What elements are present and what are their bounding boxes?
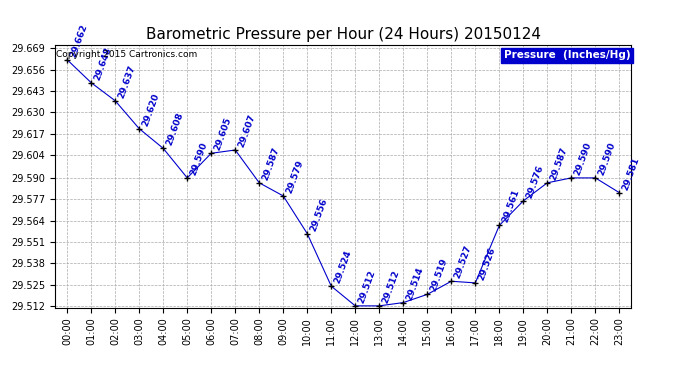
Text: 29.514: 29.514 xyxy=(404,266,425,301)
Text: Copyright 2015 Cartronics.com: Copyright 2015 Cartronics.com xyxy=(57,50,197,59)
Text: 29.587: 29.587 xyxy=(261,146,281,182)
Text: 29.587: 29.587 xyxy=(549,146,569,182)
Text: 29.527: 29.527 xyxy=(453,244,473,280)
Text: 29.607: 29.607 xyxy=(237,113,257,148)
Text: 29.519: 29.519 xyxy=(428,257,449,293)
Text: 29.605: 29.605 xyxy=(213,116,233,152)
Text: 29.637: 29.637 xyxy=(117,63,137,99)
Text: 29.526: 29.526 xyxy=(477,246,497,282)
Text: 29.579: 29.579 xyxy=(285,159,305,195)
Text: 29.620: 29.620 xyxy=(141,92,161,127)
Text: 29.608: 29.608 xyxy=(165,111,185,147)
Text: 29.590: 29.590 xyxy=(573,141,593,177)
Text: 29.512: 29.512 xyxy=(381,269,401,304)
Text: 29.556: 29.556 xyxy=(308,196,329,232)
Text: 29.648: 29.648 xyxy=(92,45,113,81)
Text: 29.590: 29.590 xyxy=(597,141,617,177)
Text: 29.561: 29.561 xyxy=(501,188,521,224)
Title: Barometric Pressure per Hour (24 Hours) 20150124: Barometric Pressure per Hour (24 Hours) … xyxy=(146,27,541,42)
Text: 29.581: 29.581 xyxy=(621,156,641,191)
Text: 29.576: 29.576 xyxy=(524,164,545,200)
Text: Pressure  (Inches/Hg): Pressure (Inches/Hg) xyxy=(504,50,630,60)
Text: 29.590: 29.590 xyxy=(188,141,209,177)
Text: 29.512: 29.512 xyxy=(357,269,377,304)
Text: 29.524: 29.524 xyxy=(333,249,353,285)
Text: 29.662: 29.662 xyxy=(68,22,89,58)
